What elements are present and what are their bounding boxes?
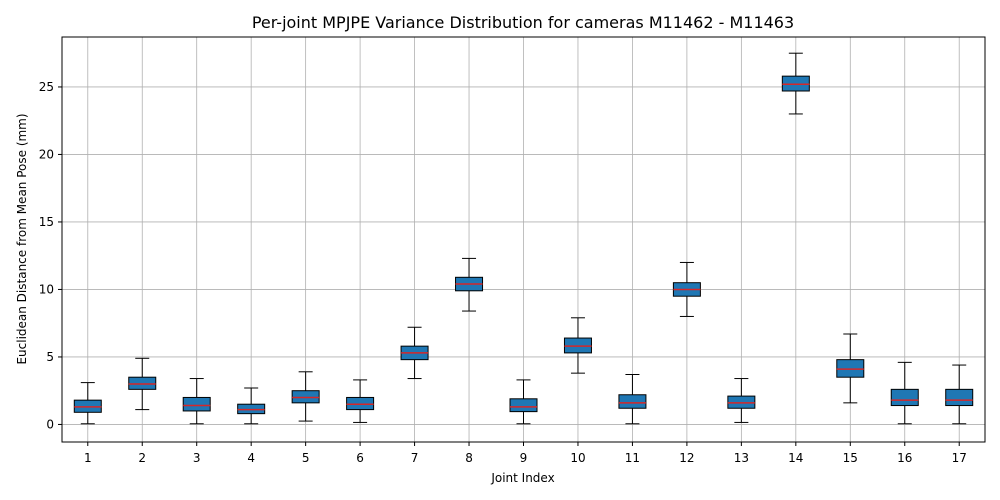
x-axis-label: Joint Index <box>490 471 554 485</box>
y-tick-label: 0 <box>46 417 54 431</box>
y-tick-label: 25 <box>39 80 54 94</box>
x-tick-label: 5 <box>302 451 310 465</box>
x-tick-label: 7 <box>411 451 419 465</box>
chart-title: Per-joint MPJPE Variance Distribution fo… <box>252 13 794 32</box>
box-group <box>237 387 266 425</box>
x-tick-label: 16 <box>897 451 912 465</box>
box-group <box>182 378 211 425</box>
y-tick-label: 15 <box>39 215 54 229</box>
x-tick-label: 8 <box>465 451 473 465</box>
x-tick-label: 14 <box>788 451 803 465</box>
iqr-box <box>945 388 974 407</box>
iqr-box <box>509 398 538 413</box>
y-tick-label: 5 <box>46 350 54 364</box>
box-group <box>836 333 865 404</box>
box-group <box>291 371 320 422</box>
box-group <box>509 379 538 425</box>
x-tick-label: 6 <box>356 451 364 465</box>
x-tick-label: 9 <box>520 451 528 465</box>
box-group <box>128 357 157 411</box>
grid-layer <box>62 37 985 442</box>
box-group <box>400 326 429 380</box>
x-tick-label: 13 <box>734 451 749 465</box>
box-group <box>890 361 919 425</box>
box-layer <box>73 52 974 425</box>
y-axis-label: Euclidean Distance from Mean Pose (mm) <box>15 113 29 364</box>
x-tick-label: 11 <box>625 451 640 465</box>
x-tick-label: 2 <box>138 451 146 465</box>
box-group <box>455 257 484 312</box>
x-tick-label: 10 <box>570 451 585 465</box>
x-tick-label: 12 <box>679 451 694 465</box>
iqr-box <box>890 388 919 407</box>
y-tick-label: 20 <box>39 147 54 161</box>
y-tick-label: 10 <box>39 282 54 296</box>
box-group <box>781 52 810 115</box>
x-tick-label: 1 <box>84 451 92 465</box>
x-tick-label: 17 <box>952 451 967 465</box>
box-group <box>73 382 102 425</box>
box-group <box>618 374 647 425</box>
box-group <box>563 317 592 374</box>
box-group <box>945 364 974 425</box>
x-tick-label: 15 <box>843 451 858 465</box>
iqr-box <box>182 396 211 412</box>
plot-frame <box>61 36 986 443</box>
box-group <box>346 379 375 423</box>
box-group <box>672 261 701 317</box>
x-tick-label: 3 <box>193 451 201 465</box>
x-tick-label: 4 <box>247 451 255 465</box>
iqr-box <box>618 394 647 409</box>
box-group <box>727 378 756 423</box>
